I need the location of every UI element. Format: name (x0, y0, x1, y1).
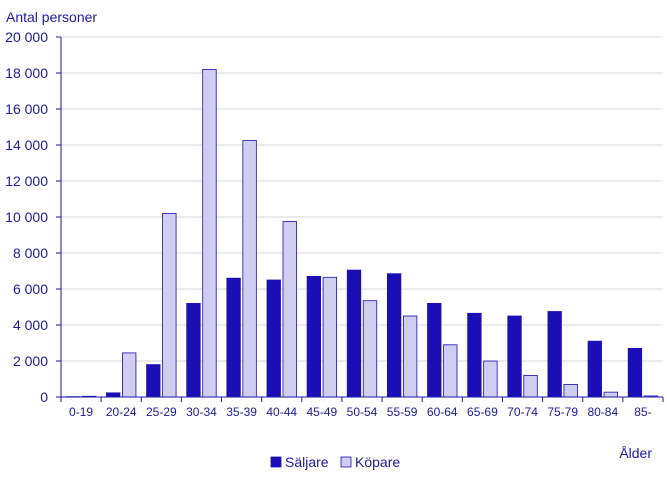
bar-saljare-65-69 (467, 312, 482, 398)
y-tick-label: 16 000 (5, 101, 48, 117)
y-tick-label: 10 000 (5, 209, 48, 225)
bars (65, 69, 659, 398)
x-tick-label: 70-74 (507, 405, 538, 419)
y-axis-ticks: 0 2 000 4 000 6 000 8 000 10 000 12 000 14 000 1… (5, 29, 61, 405)
legend-swatch-kopare (340, 456, 352, 468)
bar-saljare-75-79 (547, 311, 562, 398)
bar-saljare-60-64 (427, 302, 442, 398)
bar-kopare-25-29 (162, 212, 177, 398)
legend: Säljare Köpare (270, 454, 400, 470)
y-tick-label: 18 000 (5, 65, 48, 81)
bar-kopare-40-44 (282, 221, 297, 398)
x-tick-label: 65-69 (467, 405, 498, 419)
bar-saljare-80-84 (587, 340, 602, 398)
y-tick-label: 6 000 (13, 281, 48, 297)
legend-label-kopare: Köpare (355, 454, 400, 470)
bar-saljare-50-54 (346, 269, 362, 398)
bar-kopare-30-34 (202, 69, 217, 398)
gridlines (61, 36, 663, 362)
bar-kopare-55-59 (402, 315, 418, 398)
bar-kopare-75-79 (563, 383, 578, 398)
x-axis-label: Ålder (619, 445, 652, 461)
y-tick-label: 2 000 (13, 353, 48, 369)
legend-label-saljare: Säljare (285, 454, 329, 470)
x-tick-label: 75-79 (547, 405, 578, 419)
y-tick-label: 0 (40, 389, 48, 405)
bar-saljare-20-24 (106, 392, 121, 398)
x-axis-ticks: 0-19 20-24 25-29 30-34 35-39 40-44 45-49 50-54 5… (60, 397, 664, 419)
y-axis-label: Antal personer (6, 9, 97, 25)
bar-saljare-70-74 (507, 315, 522, 398)
bar-kopare-35-39 (242, 140, 257, 398)
x-tick-label: 85- (634, 405, 651, 419)
y-tick-label: 20 000 (5, 29, 48, 45)
x-tick-label: 50-54 (347, 405, 378, 419)
y-tick-label: 4 000 (13, 317, 48, 333)
bar-kopare-50-54 (362, 300, 378, 398)
bar-saljare-25-29 (146, 364, 161, 398)
bar-kopare-70-74 (523, 374, 538, 398)
x-tick-label: 20-24 (106, 405, 137, 419)
x-tick-label: 40-44 (266, 405, 297, 419)
bar-saljare-35-39 (226, 277, 241, 398)
x-tick-label: 45-49 (307, 405, 338, 419)
y-tick-label: 8 000 (13, 245, 48, 261)
bar-saljare-55-59 (386, 273, 402, 398)
bar-saljare-40-44 (266, 279, 281, 398)
bar-kopare-80-84 (603, 391, 618, 398)
x-tick-label: 0-19 (69, 405, 93, 419)
legend-swatch-saljare (270, 456, 282, 468)
x-tick-label: 30-34 (186, 405, 217, 419)
bar-saljare-45-49 (306, 275, 322, 398)
x-tick-label: 60-64 (427, 405, 458, 419)
y-tick-label: 12 000 (5, 173, 48, 189)
y-tick-label: 14 000 (5, 137, 48, 153)
bar-saljare-85- (627, 347, 643, 398)
bar-kopare-60-64 (443, 344, 458, 398)
bar-saljare-30-34 (186, 302, 201, 398)
bar-kopare-65-69 (483, 360, 498, 398)
bar-kopare-45-49 (322, 276, 338, 398)
x-tick-label: 55-59 (387, 405, 418, 419)
x-tick-label: 25-29 (146, 405, 177, 419)
bar-kopare-20-24 (122, 352, 137, 398)
x-tick-label: 80-84 (587, 405, 618, 419)
x-tick-label: 35-39 (226, 405, 257, 419)
